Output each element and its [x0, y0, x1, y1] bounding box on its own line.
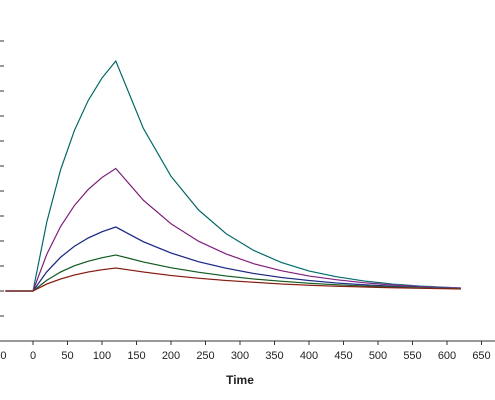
- fit-line: [5, 60, 461, 292]
- x-tick-label: -50: [0, 350, 6, 362]
- fit-line: [5, 254, 461, 292]
- x-tick-label: 150: [127, 350, 145, 362]
- x-tick-label: 0: [30, 350, 36, 362]
- x-tick-label: 100: [93, 350, 111, 362]
- x-tick-label: 200: [162, 350, 180, 362]
- x-tick-label: 450: [334, 350, 352, 362]
- fit-line: [5, 226, 461, 292]
- fit-line: [5, 168, 461, 292]
- x-tick-label: 550: [403, 350, 421, 362]
- x-axis-title: Time: [226, 373, 254, 387]
- x-tick-label: 300: [231, 350, 249, 362]
- x-tick-label: 50: [61, 350, 73, 362]
- x-tick-label: 400: [300, 350, 318, 362]
- x-tick-label: 500: [369, 350, 387, 362]
- series-line: [5, 167, 461, 292]
- x-tick-label: 650: [472, 350, 490, 362]
- x-tick-label: 250: [196, 350, 214, 362]
- x-tick-label: 350: [265, 350, 283, 362]
- fit-line: [5, 267, 461, 292]
- x-tick-label: 600: [438, 350, 456, 362]
